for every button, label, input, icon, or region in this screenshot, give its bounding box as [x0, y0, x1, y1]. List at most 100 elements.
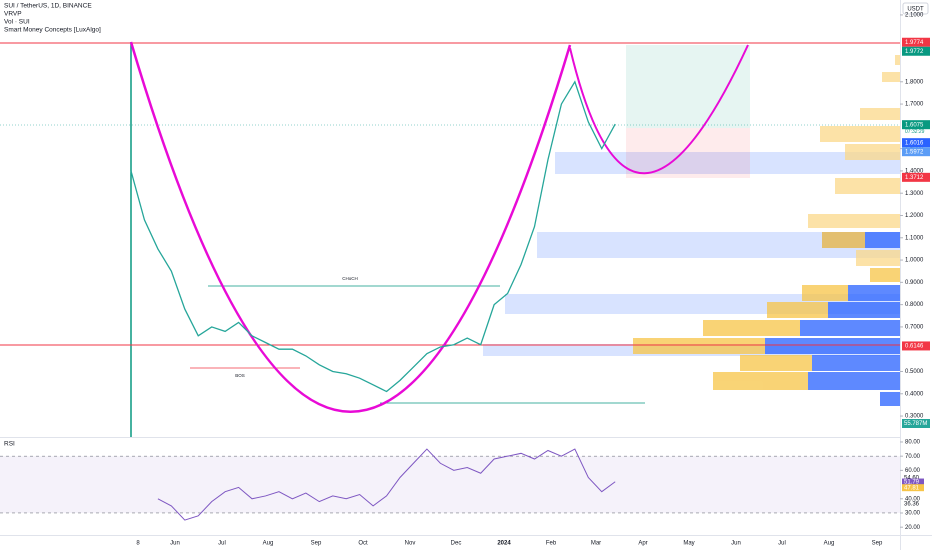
indicator: Smart Money Concepts [LuxAlgo] [4, 27, 101, 34]
y-tick-label: 1.3000 [905, 191, 924, 197]
vp-bar [808, 214, 900, 228]
indicator: VRVP [4, 11, 22, 18]
y-tick-label: 1.8000 [905, 79, 924, 85]
price-tag-label: 1.6075 [905, 122, 924, 128]
y-tick-label: 1.7000 [905, 102, 924, 108]
rsi-tag [902, 484, 924, 492]
vp-bar [845, 144, 900, 160]
vp-bar [765, 338, 900, 354]
pane-divider [0, 437, 900, 438]
axis-divider [900, 0, 901, 550]
y-tick-label: 40.00 [905, 496, 921, 502]
time-label: Sep [311, 541, 322, 547]
vp-bar [880, 392, 900, 406]
vp-bar [812, 355, 900, 371]
stop-zone [626, 128, 750, 178]
price-tag [902, 120, 930, 130]
time-label: Jun [170, 541, 180, 547]
time-label: Jul [778, 541, 786, 547]
volume-tag-label: 55.787M [904, 421, 927, 427]
vp-bar [870, 268, 900, 282]
annotation: BOS [235, 373, 245, 378]
vp-bar [865, 232, 900, 248]
vp-bar [882, 72, 900, 82]
y-tick-label: 0.4000 [905, 391, 924, 397]
time-label: Sep [872, 541, 883, 547]
vp-bar [820, 126, 900, 142]
y-tick-label: 20.00 [905, 525, 921, 531]
time-label: 2024 [497, 541, 511, 547]
vp-bar [860, 108, 900, 120]
time-axis-divider [0, 535, 932, 536]
time-label: Jun [731, 541, 741, 547]
rsi-tag-label: 47.81 [904, 485, 920, 491]
time-label: Oct [358, 541, 368, 547]
price-tag-label: 1.5972 [905, 149, 924, 155]
y-tick-label: 60.00 [905, 468, 921, 474]
rsi-band [0, 456, 900, 513]
time-label: Dec [451, 541, 462, 547]
rsi-tag [902, 474, 924, 482]
price-tag-label: 1.9774 [905, 40, 924, 46]
time-label: Jul [218, 541, 226, 547]
price-tag-label: 1.3712 [905, 175, 924, 181]
y-tick-label: 2.1000 [905, 13, 924, 19]
handle-curve [569, 44, 749, 175]
cup-curve [129, 41, 572, 413]
vp-bar [800, 320, 900, 336]
y-tick-label: 1.1000 [905, 235, 924, 241]
y-tick-label: 1.0000 [905, 258, 924, 264]
time-label: Apr [638, 541, 647, 547]
vp-bar [835, 178, 900, 194]
indicator: Vol · SUI [4, 19, 30, 26]
rsi-title: RSI [4, 441, 15, 448]
vp-bar [828, 302, 900, 318]
price-tag [902, 147, 930, 157]
price-tag [902, 172, 930, 182]
y-tick-label: 1.2000 [905, 213, 924, 219]
series-line [157, 448, 616, 521]
rsi-tag-label: 36.36 [904, 502, 920, 508]
price-tag-label: 0.6146 [905, 344, 924, 350]
y-tick-label: 0.9000 [905, 280, 924, 286]
price-tag [902, 46, 930, 56]
time-label: Feb [546, 541, 557, 547]
vp-bar [856, 250, 900, 266]
volume-profile [633, 55, 900, 406]
price-tag [902, 138, 930, 148]
time-label: Aug [263, 541, 274, 547]
price-tag [902, 37, 930, 47]
annotation: CHoCH [342, 276, 358, 281]
rsi-tag [902, 500, 924, 508]
time-label: Nov [405, 541, 416, 547]
currency-button[interactable] [902, 2, 929, 15]
time-label: Aug [824, 541, 835, 547]
y-tick-label: 0.5000 [905, 369, 924, 375]
countdown: 07:32:29 [905, 129, 925, 135]
time-label: Mar [591, 541, 601, 547]
target-zone [626, 45, 750, 128]
y-tick-label: 0.8000 [905, 302, 924, 308]
y-tick-label: 70.00 [905, 454, 921, 460]
currency[interactable]: USDT [907, 7, 924, 13]
time-label: May [683, 541, 694, 547]
y-tick-label: 1.4000 [905, 169, 924, 175]
symbol-title: SUI / TetherUS, 1D, BINANCE [4, 3, 92, 10]
volume-tag [902, 419, 930, 428]
price-tag-label: 1.9772 [905, 49, 924, 55]
vp-bar [808, 372, 900, 390]
y-tick-label: 0.7000 [905, 324, 924, 330]
y-tick-label: 80.00 [905, 440, 921, 446]
time-label: 8 [136, 541, 140, 547]
price-tag-label: 1.6016 [905, 140, 924, 146]
vp-bar [895, 55, 900, 65]
rsi-tag [902, 478, 924, 486]
order-block [555, 152, 900, 174]
y-tick-label: 0.3000 [905, 414, 924, 420]
rsi-tag-label: 51.79 [904, 480, 920, 486]
y-tick-label: 30.00 [905, 511, 921, 517]
series-line [130, 80, 616, 393]
vp-bar [848, 285, 900, 301]
